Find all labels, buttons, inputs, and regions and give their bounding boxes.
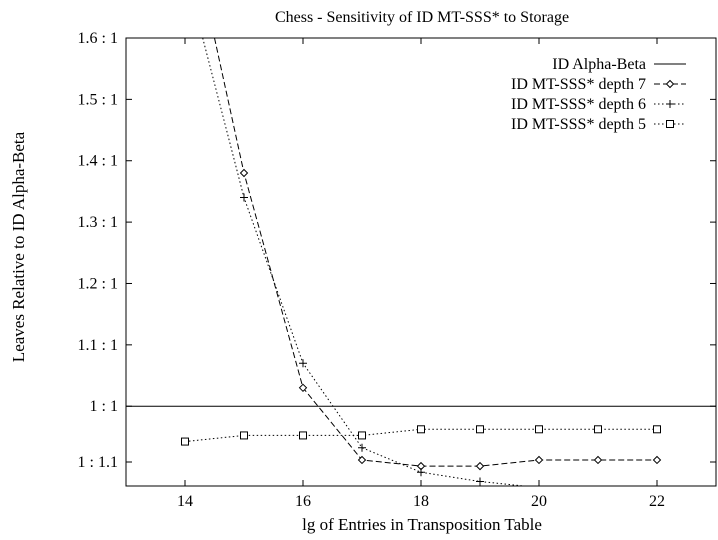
data-point-square	[358, 431, 366, 440]
data-point-diamond	[665, 79, 675, 89]
data-point-plus	[666, 100, 674, 108]
x-tick-label: 14	[177, 493, 193, 510]
data-point-square	[181, 437, 189, 446]
chart-title: Chess - Sensitivity of ID MT-SSS* to Sto…	[275, 9, 569, 26]
data-point-square	[594, 425, 602, 434]
data-point-diamond	[593, 455, 603, 465]
data-point-square	[299, 431, 307, 440]
x-tick-label: 18	[413, 493, 429, 510]
y-tick-label: 1.6 : 1	[78, 30, 118, 47]
data-point-diamond	[357, 455, 367, 465]
y-tick-label: 1 : 1.1	[78, 454, 118, 471]
data-point-square	[666, 120, 674, 128]
data-point-plus	[358, 443, 366, 452]
y-tick-label: 1.2 : 1	[78, 275, 118, 292]
data-point-diamond	[475, 461, 485, 471]
data-point-diamond	[239, 168, 249, 178]
data-point-plus	[417, 468, 425, 477]
legend-label: ID Alpha-Beta	[552, 56, 646, 73]
x-tick-label: 16	[295, 493, 311, 510]
x-tick-label: 22	[649, 493, 665, 510]
y-tick-label: 1 : 1	[90, 398, 118, 415]
data-point-square	[535, 425, 543, 434]
y-tick-label: 1.3 : 1	[78, 214, 118, 231]
data-point-diamond	[534, 455, 544, 465]
plot-series-group	[126, 38, 716, 486]
y-tick-label: 1.1 : 1	[78, 337, 118, 354]
data-point-square	[417, 425, 425, 434]
data-point-square	[240, 431, 248, 440]
y-axis-title: Leaves Relative to ID Alpha-Beta	[9, 131, 28, 362]
legend-label: ID MT-SSS* depth 6	[511, 96, 646, 113]
legend: ID Alpha-Beta ID MT-SSS* depth 7 ID MT-SSS…	[511, 56, 686, 133]
data-point-plus	[476, 477, 484, 486]
y-tick-label: 1.4 : 1	[78, 153, 118, 170]
data-point-diamond	[298, 383, 308, 393]
data-point-plus	[240, 193, 248, 202]
y-tick-label: 1.5 : 1	[78, 91, 118, 108]
legend-label: ID MT-SSS* depth 7	[511, 76, 646, 93]
data-point-square	[476, 425, 484, 434]
data-point-square	[653, 425, 661, 434]
x-axis-title: lg of Entries in Transposition Table	[302, 515, 542, 534]
x-tick-label: 20	[531, 493, 547, 510]
data-point-diamond	[652, 455, 662, 465]
data-point-plus	[299, 359, 307, 368]
legend-label: ID MT-SSS* depth 5	[511, 116, 646, 133]
